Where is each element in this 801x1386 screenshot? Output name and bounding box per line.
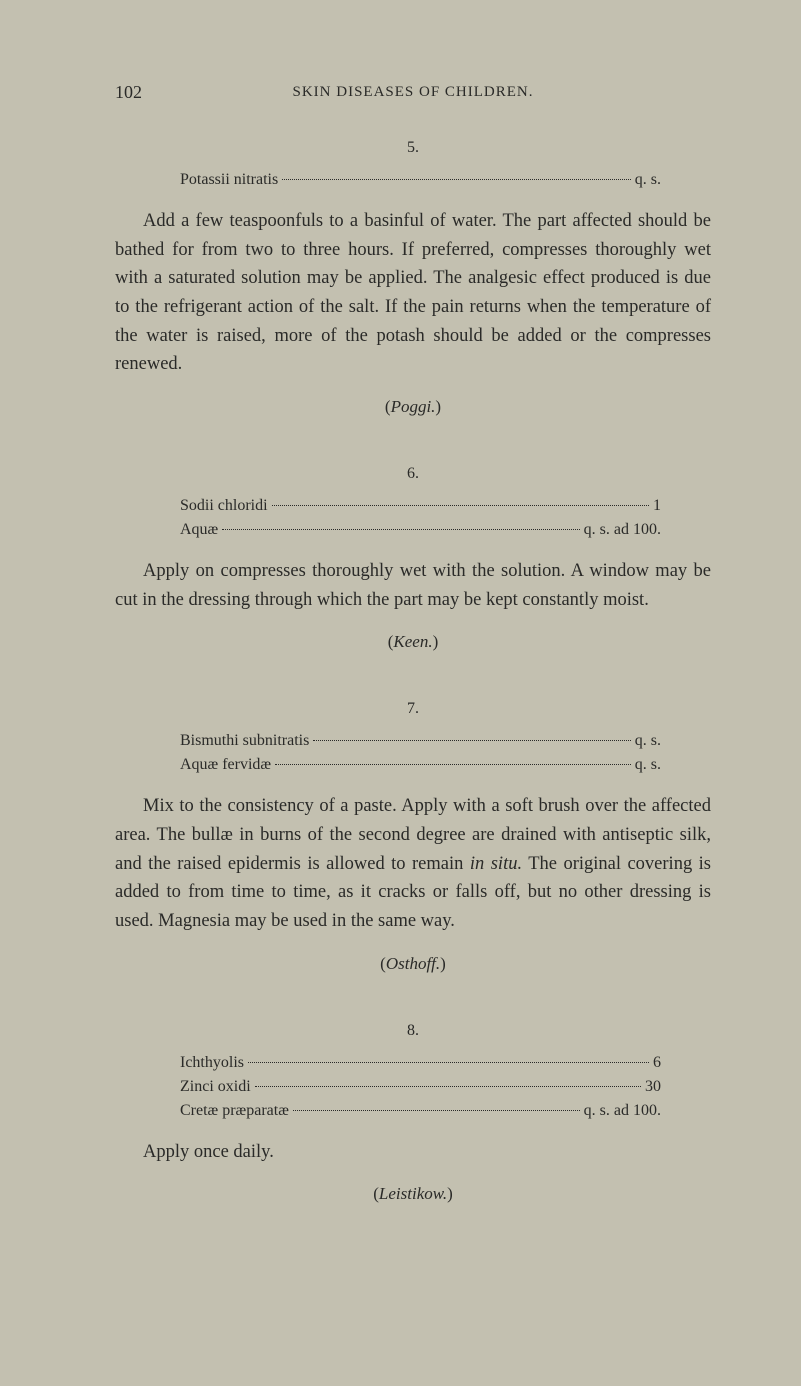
ingredient-value: q. s. ad 100. bbox=[584, 1102, 661, 1120]
leader-dots bbox=[255, 1086, 641, 1087]
attribution-name: Leistikow. bbox=[379, 1184, 447, 1203]
prescription-line: Potassii nitratis q. s. bbox=[180, 171, 661, 189]
leader-dots bbox=[282, 179, 631, 180]
ingredient-name: Bismuthi subnitratis bbox=[180, 732, 309, 750]
body-paragraph: Apply once daily. bbox=[115, 1138, 711, 1167]
ingredient-value: q. s. bbox=[635, 756, 661, 774]
attribution-name: Keen. bbox=[393, 632, 432, 651]
ingredient-name: Zinci oxidi bbox=[180, 1078, 251, 1096]
attribution: (Poggi.) bbox=[115, 397, 711, 417]
prescription-line: Cretæ præparatæ q. s. ad 100. bbox=[180, 1102, 661, 1120]
ingredient-value: q. s. ad 100. bbox=[584, 521, 661, 539]
section-number: 8. bbox=[115, 1022, 711, 1040]
prescription-line: Zinci oxidi 30 bbox=[180, 1078, 661, 1096]
prescription-line: Aquæ fervidæ q. s. bbox=[180, 756, 661, 774]
ingredient-value: q. s. bbox=[635, 732, 661, 750]
ingredient-name: Sodii chloridi bbox=[180, 497, 268, 515]
page-number: 102 bbox=[115, 82, 142, 103]
body-paragraph: Add a few teaspoonfuls to a basinful of … bbox=[115, 207, 711, 379]
ingredient-name: Cretæ præparatæ bbox=[180, 1102, 289, 1120]
section-number: 7. bbox=[115, 700, 711, 718]
leader-dots bbox=[222, 529, 579, 530]
body-text: Add a few teaspoonfuls to a basinful of … bbox=[115, 211, 711, 374]
leader-dots bbox=[248, 1062, 649, 1063]
running-header: SKIN DISEASES OF CHILDREN. bbox=[115, 84, 711, 101]
section-number: 6. bbox=[115, 465, 711, 483]
body-paragraph: Apply on compresses thoroughly wet with … bbox=[115, 557, 711, 614]
ingredient-name: Aquæ fervidæ bbox=[180, 756, 271, 774]
prescription-line: Ichthyolis 6 bbox=[180, 1054, 661, 1072]
body-text: Apply on compresses thoroughly wet with … bbox=[115, 561, 711, 610]
ingredient-name: Potassii nitratis bbox=[180, 171, 278, 189]
attribution-name: Poggi. bbox=[391, 397, 436, 416]
ingredient-value: 30 bbox=[645, 1078, 661, 1096]
body-paragraph: Mix to the consistency of a paste. Apply… bbox=[115, 792, 711, 935]
ingredient-name: Ichthyolis bbox=[180, 1054, 244, 1072]
body-text-italic: in situ. bbox=[470, 854, 522, 874]
attribution-name: Osthoff. bbox=[386, 954, 440, 973]
section-7: 7. Bismuthi subnitratis q. s. Aquæ fervi… bbox=[115, 700, 711, 973]
leader-dots bbox=[272, 505, 649, 506]
leader-dots bbox=[313, 740, 630, 741]
leader-dots bbox=[275, 764, 631, 765]
prescription-line: Bismuthi subnitratis q. s. bbox=[180, 732, 661, 750]
attribution: (Osthoff.) bbox=[115, 954, 711, 974]
attribution: (Keen.) bbox=[115, 632, 711, 652]
section-6: 6. Sodii chloridi 1 Aquæ q. s. ad 100. A… bbox=[115, 465, 711, 652]
ingredient-value: 6 bbox=[653, 1054, 661, 1072]
ingredient-name: Aquæ bbox=[180, 521, 218, 539]
leader-dots bbox=[293, 1110, 580, 1111]
section-5: 5. Potassii nitratis q. s. Add a few tea… bbox=[115, 139, 711, 417]
body-text: Apply once daily. bbox=[143, 1142, 274, 1162]
prescription-line: Aquæ q. s. ad 100. bbox=[180, 521, 661, 539]
section-8: 8. Ichthyolis 6 Zinci oxidi 30 Cretæ præ… bbox=[115, 1022, 711, 1205]
ingredient-value: 1 bbox=[653, 497, 661, 515]
section-number: 5. bbox=[115, 139, 711, 157]
attribution: (Leistikow.) bbox=[115, 1184, 711, 1204]
ingredient-value: q. s. bbox=[635, 171, 661, 189]
prescription-line: Sodii chloridi 1 bbox=[180, 497, 661, 515]
